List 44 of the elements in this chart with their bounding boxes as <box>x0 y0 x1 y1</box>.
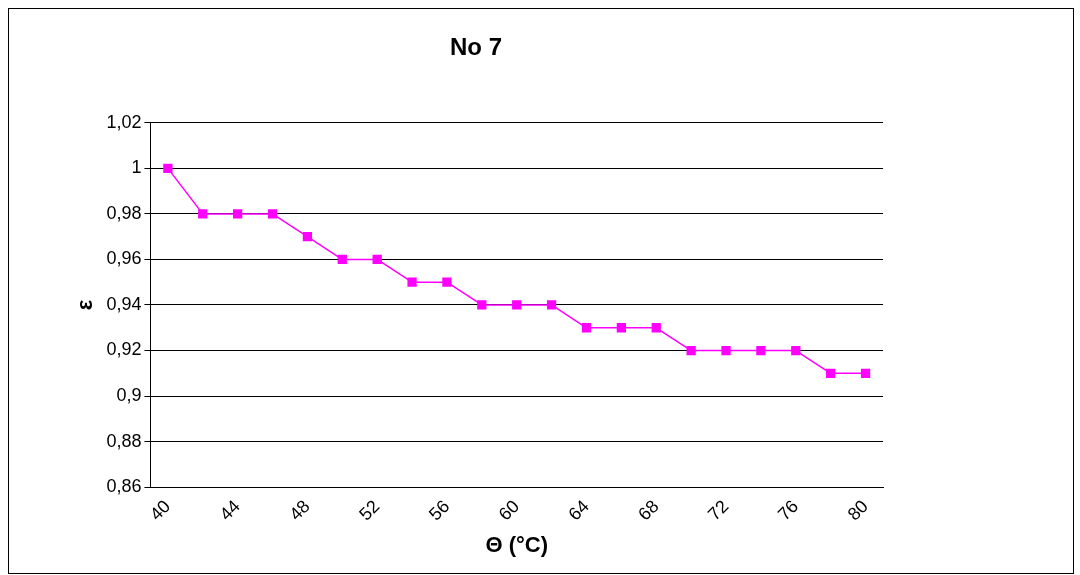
y-tick-label: 0,94 <box>106 293 142 314</box>
point <box>686 345 696 356</box>
chart-title: No 7 <box>449 33 503 61</box>
point <box>302 232 313 242</box>
point <box>233 209 243 219</box>
y-tick-label: 1,02 <box>106 111 142 132</box>
point <box>616 323 627 333</box>
point <box>267 209 278 219</box>
point <box>337 254 347 265</box>
x-tick-label: 56 <box>424 496 454 525</box>
x-tick-label: 52 <box>355 496 384 525</box>
x-tick-label: 60 <box>494 496 524 525</box>
point <box>651 323 661 333</box>
x-tick-label: 76 <box>773 496 803 525</box>
point <box>442 277 452 287</box>
point <box>198 209 208 219</box>
x-tick-label: 44 <box>215 496 244 525</box>
point <box>407 277 417 287</box>
x-tick-label: 72 <box>704 496 733 525</box>
point <box>581 323 592 333</box>
point <box>163 163 173 173</box>
point <box>546 300 557 310</box>
y-tick-label: 0,98 <box>106 202 142 223</box>
x-tick-label: 64 <box>564 496 593 525</box>
y-tick-label: 0,96 <box>106 248 142 269</box>
point <box>721 345 731 356</box>
y-tick-label: 0,9 <box>116 385 142 406</box>
point <box>756 345 766 356</box>
x-tick-label: 40 <box>145 496 175 525</box>
y-tick-label: 0,86 <box>106 476 142 497</box>
point <box>477 300 487 310</box>
x-axis-title: Θ (°C) <box>485 531 548 557</box>
point <box>512 300 522 310</box>
x-tick-label: 68 <box>634 496 663 525</box>
x-tick-label: 80 <box>843 496 872 525</box>
point <box>791 345 801 356</box>
y-tick-label: 1 <box>131 157 142 178</box>
y-tick-label: 0,88 <box>106 430 142 451</box>
x-tick-label: 48 <box>285 496 314 525</box>
point <box>860 368 871 378</box>
point <box>826 368 836 378</box>
y-axis-title: ε <box>72 299 98 311</box>
point <box>372 254 382 265</box>
y-tick-label: 0,92 <box>106 339 142 360</box>
